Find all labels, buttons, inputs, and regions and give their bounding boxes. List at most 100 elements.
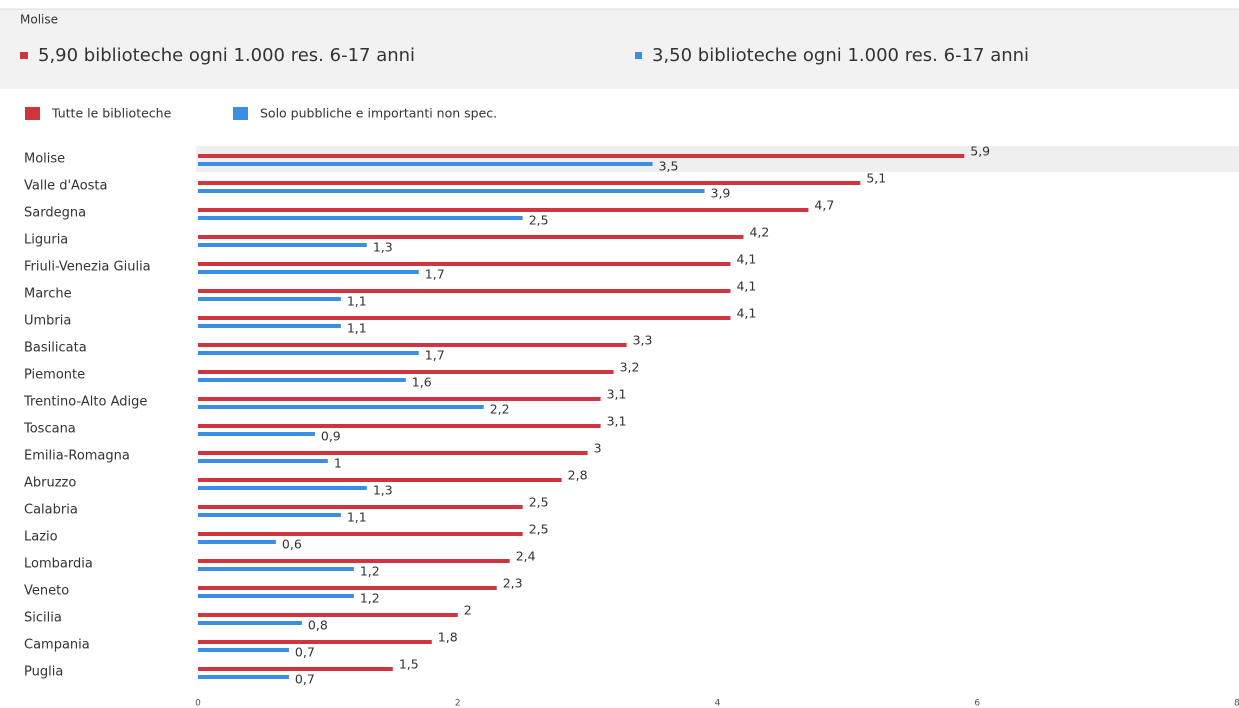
bar <box>198 532 523 536</box>
category-label: Basilicata <box>24 341 87 356</box>
value-label: 2,8 <box>568 468 588 483</box>
value-label: 2,5 <box>529 522 549 537</box>
legend-swatch <box>25 107 40 120</box>
bar <box>198 559 510 563</box>
bar <box>198 567 354 571</box>
bar <box>198 459 328 463</box>
value-label: 3,1 <box>607 414 627 429</box>
bar <box>198 513 341 517</box>
bar <box>198 675 289 679</box>
bar <box>198 586 497 590</box>
bar <box>198 270 419 274</box>
category-label: Friuli-Venezia Giulia <box>24 260 151 275</box>
value-label: 2,5 <box>529 213 549 228</box>
category-label: Lombardia <box>24 557 93 572</box>
category-label: Piemonte <box>24 368 85 383</box>
legend-swatch <box>233 107 248 120</box>
bar <box>198 424 601 428</box>
bar <box>198 316 731 320</box>
value-label: 1,7 <box>425 267 445 282</box>
bar <box>198 370 614 374</box>
value-label: 3,5 <box>659 159 679 174</box>
legend-label: Tutte le biblioteche <box>51 106 172 121</box>
bar <box>198 343 627 347</box>
category-label: Toscana <box>23 422 76 437</box>
value-label: 3,1 <box>607 387 627 402</box>
bar <box>198 594 354 598</box>
category-label: Valle d'Aosta <box>24 179 107 194</box>
value-label: 5,9 <box>970 144 990 159</box>
header-item: 3,50 biblioteche ogni 1.000 res. 6-17 an… <box>652 45 1029 66</box>
x-tick-label: 4 <box>715 699 721 708</box>
bar <box>198 648 289 652</box>
value-label: 1,8 <box>438 630 458 645</box>
value-label: 1 <box>334 456 342 471</box>
bar <box>198 262 731 266</box>
bar <box>198 451 588 455</box>
category-label: Lazio <box>24 530 58 545</box>
value-label: 2,3 <box>503 576 523 591</box>
category-label: Marche <box>24 287 72 302</box>
category-label: Sicilia <box>24 611 62 626</box>
value-label: 5,1 <box>866 171 886 186</box>
header-box <box>0 9 1239 89</box>
category-label: Puglia <box>24 665 63 680</box>
bar <box>198 181 861 185</box>
value-label: 1,1 <box>347 510 367 525</box>
category-label: Calabria <box>24 503 78 518</box>
category-label: Emilia-Romagna <box>24 449 130 464</box>
x-tick-label: 0 <box>195 699 201 708</box>
bar <box>198 667 393 671</box>
legend-label: Solo pubbliche e importanti non spec. <box>260 106 497 121</box>
bar <box>198 351 419 355</box>
value-label: 4,1 <box>736 306 756 321</box>
category-label: Molise <box>24 152 65 167</box>
bar <box>198 478 562 482</box>
value-label: 3,2 <box>620 360 640 375</box>
value-label: 0,7 <box>295 672 315 687</box>
bar <box>198 162 653 166</box>
category-label: Umbria <box>24 314 71 329</box>
bar <box>198 378 406 382</box>
bar <box>198 235 744 239</box>
header-item: 5,90 biblioteche ogni 1.000 res. 6-17 an… <box>38 45 415 66</box>
row-highlight <box>196 146 1239 172</box>
value-label: 0,8 <box>308 618 328 633</box>
bar <box>198 216 523 220</box>
value-label: 2,4 <box>516 549 536 564</box>
value-label: 1,6 <box>412 375 432 390</box>
header-marker <box>635 52 642 59</box>
value-label: 2,5 <box>529 495 549 510</box>
category-label: Veneto <box>24 584 69 599</box>
value-label: 1,3 <box>373 240 393 255</box>
value-label: 1,7 <box>425 348 445 363</box>
value-label: 1,2 <box>360 564 380 579</box>
category-label: Sardegna <box>24 206 86 221</box>
bar <box>198 640 432 644</box>
header-title: Molise <box>20 13 58 27</box>
value-label: 0,7 <box>295 645 315 660</box>
bar <box>198 505 523 509</box>
value-label: 3 <box>594 441 602 456</box>
value-label: 1,1 <box>347 294 367 309</box>
value-label: 1,1 <box>347 321 367 336</box>
bar <box>198 540 276 544</box>
bar <box>198 405 484 409</box>
value-label: 0,6 <box>282 537 302 552</box>
value-label: 0,9 <box>321 429 341 444</box>
value-label: 1,3 <box>373 483 393 498</box>
x-tick-label: 2 <box>455 699 461 708</box>
bar <box>198 621 302 625</box>
value-label: 2,2 <box>490 402 510 417</box>
bar <box>198 243 367 247</box>
value-label: 4,7 <box>814 198 834 213</box>
category-label: Abruzzo <box>24 476 76 491</box>
value-label: 4,1 <box>736 279 756 294</box>
value-label: 3,9 <box>711 186 731 201</box>
value-label: 1,2 <box>360 591 380 606</box>
value-label: 2 <box>464 603 472 618</box>
category-label: Liguria <box>24 233 68 248</box>
bar <box>198 486 367 490</box>
x-tick-label: 6 <box>974 699 980 708</box>
